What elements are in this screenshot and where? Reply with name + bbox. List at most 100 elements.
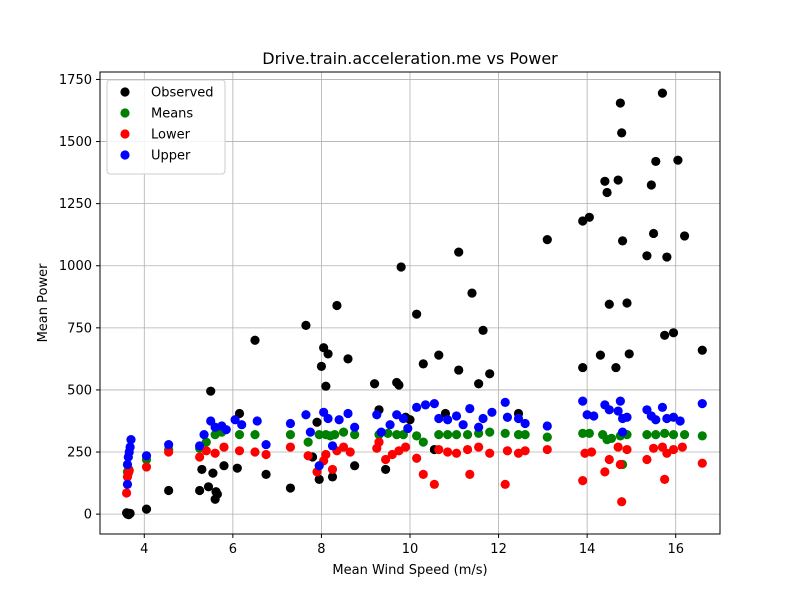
y-tick-label: 0	[84, 508, 92, 523]
upper-point	[502, 412, 513, 422]
observed-point	[615, 98, 625, 108]
upper-point	[285, 418, 296, 429]
lower-point	[622, 444, 632, 455]
means-point	[697, 431, 707, 441]
observed-point	[584, 212, 594, 222]
observed-point	[660, 330, 670, 340]
lower-point	[668, 444, 679, 455]
y-tick-label: 500	[67, 383, 92, 398]
upper-point	[474, 422, 484, 432]
data-points	[121, 88, 707, 520]
lower-point	[615, 459, 625, 470]
y-tick-label: 1000	[59, 259, 92, 274]
upper-point	[237, 420, 247, 430]
upper-point	[420, 400, 431, 410]
observed-point	[434, 350, 444, 360]
upper-point	[443, 415, 453, 425]
upper-point	[323, 413, 333, 424]
means-point	[234, 430, 245, 440]
means-point	[500, 428, 510, 439]
upper-point	[657, 402, 668, 412]
x-tick-label: 14	[579, 542, 596, 557]
lower-point	[613, 442, 623, 452]
means-point	[679, 430, 690, 440]
y-tick-label: 1750	[59, 73, 92, 88]
observed-point	[697, 345, 707, 355]
lower-point	[600, 467, 610, 477]
observed-point	[646, 180, 656, 190]
legend-label-lower: Lower	[151, 128, 191, 143]
means-point	[451, 430, 462, 440]
lower-point	[164, 447, 174, 457]
observed-point	[679, 231, 690, 241]
observed-point	[604, 299, 614, 309]
x-tick-label: 6	[229, 542, 237, 557]
observed-point	[250, 335, 260, 345]
axis-ticks: 4 6 8 10 12 14 16 0 250 500 750 1000 1250 1500 1750	[59, 73, 684, 557]
observed-point	[125, 508, 135, 518]
observed-point	[343, 354, 353, 364]
lower-point	[250, 447, 260, 457]
means-point	[668, 430, 679, 440]
means-point	[330, 430, 340, 440]
upper-point	[487, 407, 497, 417]
lower-point	[234, 446, 245, 456]
observed-point	[617, 236, 628, 246]
means-point	[578, 428, 588, 439]
upper-point	[164, 439, 174, 450]
lower-point	[474, 442, 484, 452]
observed-point	[197, 464, 207, 475]
observed-point	[613, 175, 623, 185]
lower-point	[429, 479, 439, 489]
observed-point	[381, 464, 391, 475]
upper-point	[122, 479, 133, 489]
y-tick-label: 250	[67, 446, 92, 461]
upper-point	[604, 405, 614, 415]
observed-point	[219, 461, 229, 471]
means-point	[443, 430, 453, 440]
y-axis-label: Mean Power	[36, 263, 51, 343]
lower-point	[321, 449, 331, 460]
observed-point	[418, 359, 428, 369]
upper-point	[613, 406, 623, 416]
lower-point	[121, 488, 132, 498]
means-point	[250, 430, 260, 440]
observed-point	[657, 88, 668, 98]
upper-point	[617, 427, 628, 437]
means-point	[338, 427, 349, 437]
means-point	[542, 432, 552, 442]
means-point	[434, 430, 444, 440]
means-point	[462, 430, 473, 440]
lower-point	[327, 464, 338, 475]
lower-point	[542, 444, 552, 455]
upper-point	[451, 411, 462, 421]
upper-point	[458, 420, 468, 430]
observed-point	[195, 485, 205, 496]
lower-point	[465, 469, 475, 479]
observed-point	[600, 176, 610, 186]
means-point	[520, 430, 530, 440]
observed-point	[301, 320, 311, 330]
observed-point	[662, 252, 672, 262]
x-axis-label: Mean Wind Speed (m/s)	[332, 563, 487, 578]
lower-point	[586, 447, 597, 457]
observed-point	[261, 469, 271, 479]
legend-marker-means	[120, 108, 130, 118]
legend-label-means: Means	[151, 107, 193, 122]
observed-point	[164, 485, 174, 496]
upper-point	[301, 410, 311, 420]
x-tick-label: 12	[490, 542, 507, 557]
observed-point	[323, 349, 333, 359]
upper-point	[261, 439, 271, 450]
means-point	[314, 430, 324, 440]
observed-point	[578, 362, 588, 373]
observed-point	[412, 309, 422, 319]
legend-marker-lower	[120, 129, 130, 139]
upper-point	[478, 413, 488, 424]
upper-point	[675, 416, 685, 426]
observed-point	[316, 361, 327, 371]
lower-point	[660, 474, 670, 484]
observed-point	[203, 482, 214, 492]
observed-point	[454, 247, 464, 257]
